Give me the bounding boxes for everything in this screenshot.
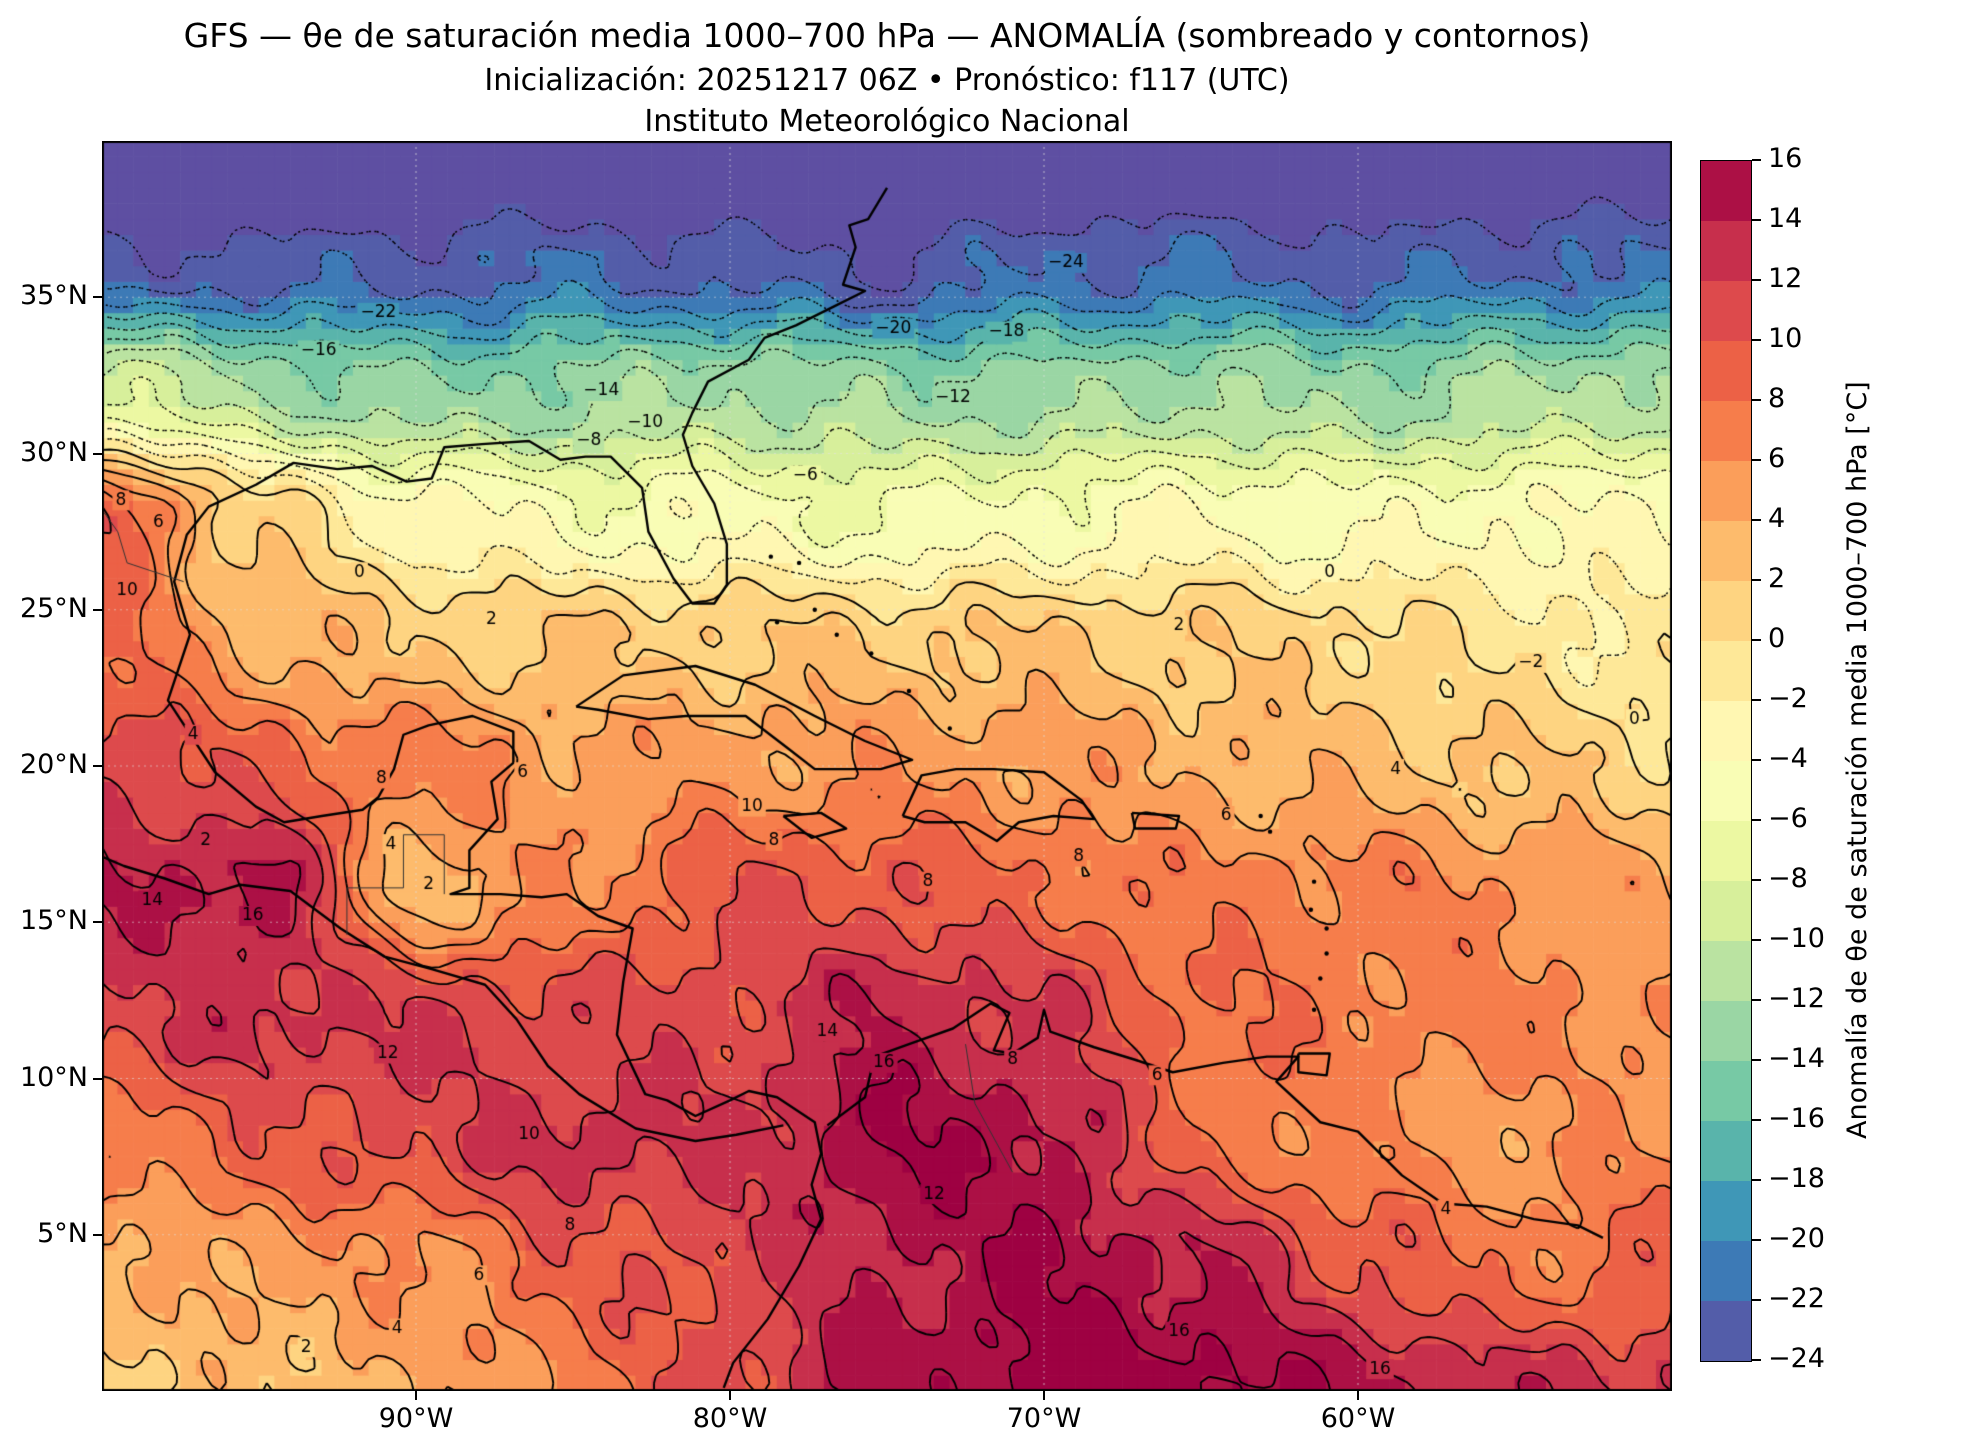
colorbar-tick (1752, 159, 1761, 161)
colorbar-tick-label: 6 (1768, 443, 1786, 474)
colorbar-segment (1701, 341, 1751, 401)
colorbar-tick-label: 4 (1768, 503, 1786, 534)
colorbar-tick (1752, 459, 1761, 461)
colorbar-tick-label: −8 (1768, 863, 1808, 894)
colorbar-segment (1701, 1241, 1751, 1301)
x-axis-tick-label: 80°W (692, 1403, 768, 1434)
colorbar-tick (1752, 1059, 1761, 1061)
colorbar-segment (1701, 401, 1751, 461)
x-axis-tick-label: 60°W (1320, 1403, 1396, 1434)
y-axis-tick-label: 35°N (19, 280, 88, 312)
colorbar-segment (1701, 1181, 1751, 1241)
colorbar-tick-label: 10 (1768, 323, 1803, 354)
colorbar-tick-label: −12 (1768, 983, 1825, 1014)
colorbar-segment (1701, 461, 1751, 521)
colorbar-tick (1752, 1179, 1761, 1181)
colorbar-tick-label: −18 (1768, 1163, 1825, 1194)
colorbar-tick (1752, 279, 1761, 281)
colorbar-tick-label: −24 (1768, 1343, 1825, 1374)
x-axis-tick-label: 70°W (1006, 1403, 1082, 1434)
colorbar-segment (1701, 881, 1751, 941)
y-axis-tick (93, 296, 102, 299)
colorbar-tick-label: 16 (1768, 143, 1803, 174)
y-axis-tick-label: 10°N (19, 1061, 88, 1093)
y-axis-tick (93, 1233, 102, 1236)
colorbar-tick (1752, 339, 1761, 341)
colorbar-segment (1701, 161, 1751, 221)
y-axis-tick-label: 25°N (19, 592, 88, 624)
colorbar-tick (1752, 639, 1761, 641)
colorbar-tick-label: 2 (1768, 563, 1786, 594)
colorbar-tick-label: −20 (1768, 1223, 1825, 1254)
colorbar-segment (1701, 521, 1751, 581)
colorbar-tick (1752, 819, 1761, 821)
colorbar-segment (1701, 701, 1751, 761)
colorbar-tick (1752, 399, 1761, 401)
colorbar-tick-label: −16 (1768, 1103, 1825, 1134)
colorbar-tick (1752, 879, 1761, 881)
colorbar-segment (1701, 1121, 1751, 1181)
y-axis-tick (93, 608, 102, 611)
colorbar-tick-label: 12 (1768, 263, 1803, 294)
y-axis-tick (93, 1077, 102, 1080)
y-axis-tick-label: 20°N (19, 749, 88, 780)
y-axis-tick-label: 15°N (19, 905, 88, 937)
colorbar-tick (1752, 939, 1761, 941)
y-axis-tick (93, 452, 102, 455)
chart-institution: Instituto Meteorológico Nacional (644, 104, 1130, 139)
y-axis-tick-label: 5°N (37, 1217, 88, 1249)
colorbar-segment (1701, 1061, 1751, 1121)
y-axis-tick-label: 30°N (19, 436, 88, 468)
chart-subtitle: Inicialización: 20251217 06Z • Pronóstic… (484, 63, 1290, 98)
colorbar-tick (1752, 1359, 1761, 1361)
colorbar-tick-label: −4 (1768, 743, 1808, 774)
colorbar-tick (1752, 1239, 1761, 1241)
colorbar-tick (1752, 1119, 1761, 1121)
colorbar-segment (1701, 761, 1751, 821)
anomaly-map-canvas (102, 141, 1672, 1391)
colorbar-tick-label: −22 (1768, 1283, 1825, 1314)
colorbar-segment (1701, 941, 1751, 1001)
x-axis-tick (1357, 1391, 1359, 1400)
colorbar-tick-label: 8 (1768, 383, 1786, 414)
colorbar-tick (1752, 759, 1761, 761)
colorbar-tick-label: −10 (1768, 923, 1825, 954)
colorbar-segment (1701, 821, 1751, 881)
colorbar-segment (1701, 641, 1751, 701)
title-block: GFS — θe de saturación media 1000–700 hP… (102, 16, 1672, 139)
colorbar-tick (1752, 519, 1761, 521)
colorbar-tick-label: −14 (1768, 1043, 1825, 1074)
x-axis-tick (729, 1391, 731, 1400)
y-axis-tick (93, 765, 102, 767)
colorbar-segment (1701, 221, 1751, 281)
x-axis-tick (415, 1391, 417, 1400)
colorbar-tick (1752, 579, 1761, 581)
x-axis-tick-label: 90°W (378, 1403, 454, 1434)
colorbar-tick (1752, 699, 1761, 701)
chart-title: GFS — θe de saturación media 1000–700 hP… (183, 16, 1591, 55)
x-axis-tick (1043, 1391, 1045, 1400)
map-plot-area (102, 141, 1672, 1391)
colorbar-segment (1701, 281, 1751, 341)
colorbar (1700, 160, 1752, 1362)
colorbar-tick (1752, 219, 1761, 221)
y-axis-tick (93, 921, 102, 924)
colorbar-segment (1701, 581, 1751, 641)
colorbar-segment (1701, 1001, 1751, 1061)
colorbar-tick (1752, 1299, 1761, 1301)
colorbar-tick (1752, 999, 1761, 1001)
colorbar-axis-label: Anomalía de θe de saturación media 1000–… (1842, 381, 1873, 1139)
colorbar-tick-label: 14 (1768, 203, 1803, 234)
colorbar-segment (1701, 1301, 1751, 1361)
colorbar-tick-label: −6 (1768, 803, 1808, 834)
colorbar-tick-label: −2 (1768, 683, 1808, 714)
colorbar-tick-label: 0 (1768, 623, 1786, 654)
